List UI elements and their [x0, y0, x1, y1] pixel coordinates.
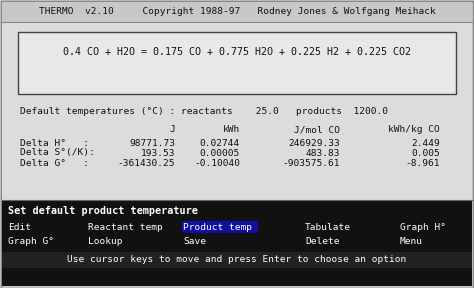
Text: Default temperatures (°C) : reactants    25.0   products  1200.0: Default temperatures (°C) : reactants 25…: [20, 107, 388, 117]
Text: Save: Save: [183, 236, 206, 245]
Bar: [2, 2, 472, 22]
Bar: [182, 221, 258, 233]
Text: -903575.61: -903575.61: [283, 158, 340, 168]
Text: 0.02744: 0.02744: [200, 139, 240, 147]
Bar: [2, 200, 472, 286]
Text: Delta H°   :: Delta H° :: [20, 139, 89, 147]
Bar: [2, 22, 472, 200]
Text: kWh: kWh: [223, 126, 240, 134]
Text: Set default product temperature: Set default product temperature: [8, 206, 198, 216]
Text: Graph G°: Graph G°: [8, 236, 54, 245]
Text: Tabulate: Tabulate: [305, 223, 351, 232]
Text: Lookup: Lookup: [88, 236, 122, 245]
Text: Delta S°(/K):: Delta S°(/K):: [20, 149, 95, 158]
Text: 483.83: 483.83: [306, 149, 340, 158]
Text: Edit: Edit: [8, 223, 31, 232]
Text: Delta G°   :: Delta G° :: [20, 158, 89, 168]
Text: 2.449: 2.449: [411, 139, 440, 147]
Text: -8.961: -8.961: [405, 158, 440, 168]
Text: J: J: [169, 126, 175, 134]
Text: Delete: Delete: [305, 236, 339, 245]
Text: 0.00005: 0.00005: [200, 149, 240, 158]
Text: 0.4 CO + H2O = 0.175 CO + 0.775 H2O + 0.225 H2 + 0.225 CO2: 0.4 CO + H2O = 0.175 CO + 0.775 H2O + 0.…: [63, 47, 411, 57]
Text: kWh/kg CO: kWh/kg CO: [388, 126, 440, 134]
Text: Menu: Menu: [400, 236, 423, 245]
Text: THERMO  v2.10     Copyright 1988-97   Rodney Jones & Wolfgang Meihack: THERMO v2.10 Copyright 1988-97 Rodney Jo…: [38, 7, 436, 16]
Text: 0.005: 0.005: [411, 149, 440, 158]
Bar: [18, 32, 456, 94]
Text: Use cursor keys to move and press Enter to choose an option: Use cursor keys to move and press Enter …: [67, 255, 407, 264]
Text: J/mol CO: J/mol CO: [294, 126, 340, 134]
Text: Reactant temp: Reactant temp: [88, 223, 163, 232]
Text: -0.10040: -0.10040: [194, 158, 240, 168]
Text: 193.53: 193.53: [140, 149, 175, 158]
Text: 246929.33: 246929.33: [288, 139, 340, 147]
Text: Graph H°: Graph H°: [400, 223, 446, 232]
Text: 98771.73: 98771.73: [129, 139, 175, 147]
Text: -361430.25: -361430.25: [118, 158, 175, 168]
Text: Product temp: Product temp: [183, 223, 252, 232]
Bar: [2, 252, 472, 268]
